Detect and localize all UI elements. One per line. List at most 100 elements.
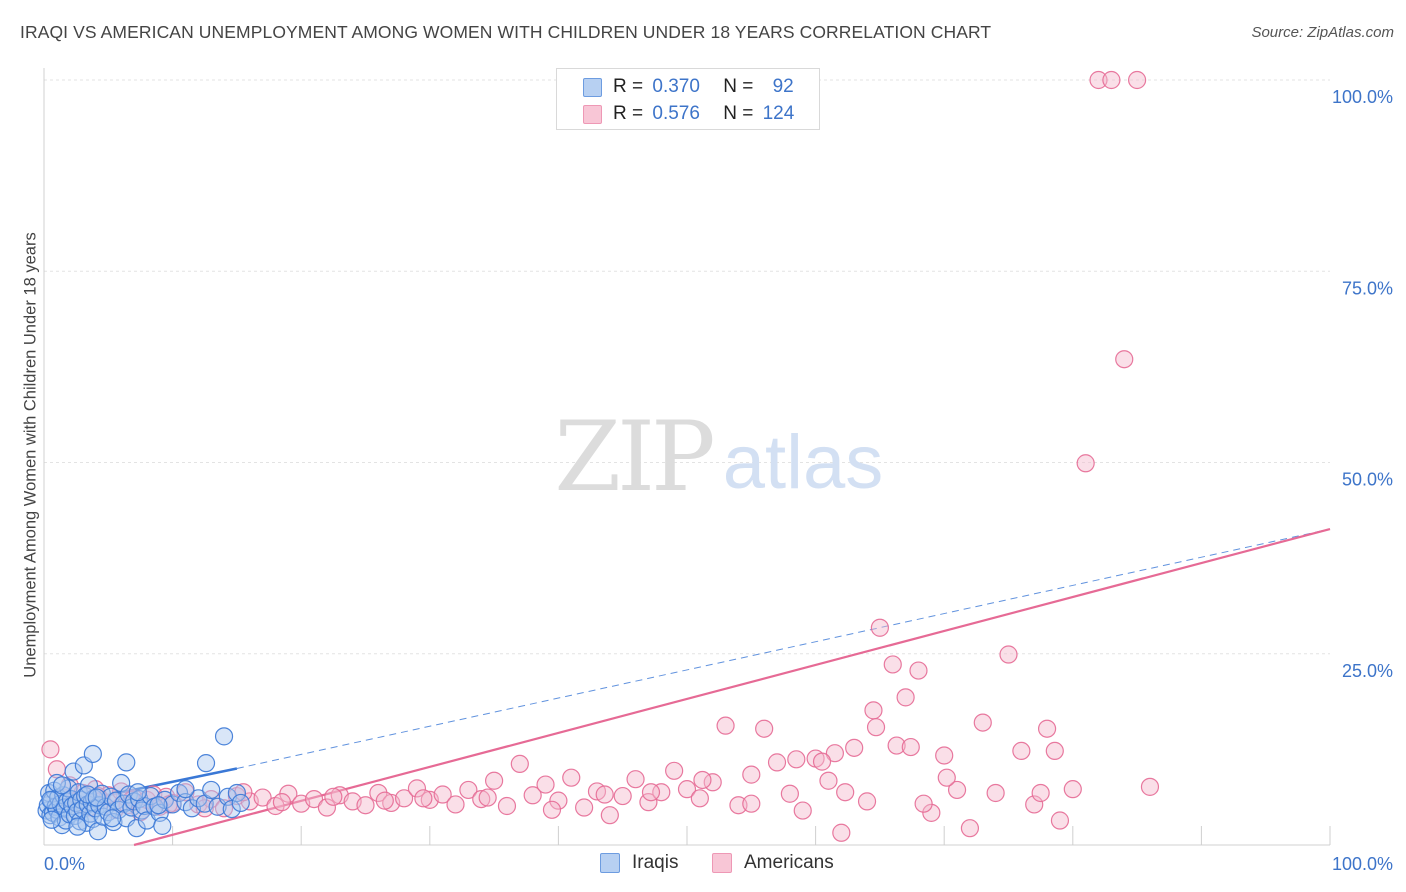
american-point [523,786,542,805]
american-point [887,736,906,755]
iraqi-point [52,776,72,795]
american-point [478,788,497,807]
american-point [1050,811,1070,830]
american-point [562,768,581,787]
american-point [536,775,555,794]
american-point [459,780,478,800]
american-point [433,785,452,804]
american-point [41,740,60,759]
watermark-zip: ZIP [554,401,713,513]
american-point [214,799,234,818]
american-point [693,770,712,790]
legend-r-value: 0.576 [652,103,700,124]
american-point [414,789,433,808]
x-tick-label: 100.0% [1332,854,1393,874]
american-point [836,783,855,802]
iraqi-point [64,762,83,781]
stats-legend: R = 0.370 N = 92 R = 0.576 N = 124 [556,68,820,130]
y-tick-label: 25.0% [1342,661,1393,681]
iraqi-point [202,780,221,800]
american-point [1076,454,1095,473]
legend-r-label: R = [613,76,644,97]
american-point [716,716,735,735]
american-point [896,688,915,707]
american-point [690,789,709,808]
legend-label-iraqis: Iraqis [632,852,679,873]
american-point [857,792,877,811]
american-point [1127,70,1147,90]
american-point [595,785,614,804]
y-tick-label: 50.0% [1342,470,1393,490]
american-point [832,823,851,842]
american-point [914,794,933,813]
iraqi-point [41,790,60,809]
watermark: ZIP atlas [554,401,883,513]
iraqi-point [68,817,87,836]
legend-n-label: N = [723,76,754,97]
iraqi-points [37,727,250,841]
american-point [1025,795,1044,814]
american-point [1102,70,1121,90]
legend-swatch-iraqis [583,78,602,97]
american-point [742,794,761,813]
legend-n-value: 92 [772,76,794,97]
american-point [677,780,697,799]
iraqi-point [42,810,61,829]
american-point [317,798,337,817]
american-point [870,618,890,637]
iraqi-point [176,780,195,799]
american-point [883,655,902,674]
american-point [472,789,491,809]
american-point [825,744,844,763]
american-point [901,737,920,757]
american-point [845,738,864,757]
legend-swatch-americans [712,853,732,873]
american-point [812,752,832,771]
y-tick-label: 100.0% [1332,87,1393,107]
american-point [1063,780,1082,799]
american-point [665,761,684,780]
series-legend: Iraqis Americans [0,850,1406,880]
american-point [1012,741,1031,761]
american-point [864,701,883,720]
american-point [986,783,1005,803]
american-point [780,784,799,803]
american-point [1115,350,1134,369]
american-point [973,713,992,732]
american-point [497,796,517,816]
american-point [947,780,967,800]
iraqi-point [227,783,246,803]
source-note: Source: ZipAtlas.com [1251,24,1394,41]
american-point [253,788,272,807]
american-point [1045,741,1064,761]
american-point [613,786,632,806]
american-point [767,753,787,772]
american-point [304,789,324,809]
american-point [446,795,465,814]
american-point [937,768,956,787]
iraqi-point [222,799,241,819]
iraqi-point [87,788,106,807]
american-point [542,800,562,819]
american-point [1140,777,1160,796]
american-point [356,796,375,815]
iraqi-point [231,793,250,813]
iraqi-point [83,744,102,764]
american-point [909,661,928,680]
y-tick-label: 75.0% [1342,278,1393,298]
american-point [407,779,427,798]
tick-labels: 25.0% 50.0% 75.0% 100.0% 0.0% 100.0% [44,87,1393,874]
american-point [742,765,761,784]
grid-lines [44,79,1330,655]
american-point [922,803,941,822]
legend-swatch-iraqis [600,853,620,873]
legend-label-americans: Americans [744,852,834,873]
axis-ticks [43,68,1331,846]
american-point [1089,70,1108,90]
american-point [1031,783,1050,803]
american-point [819,771,838,790]
american-point [600,806,619,825]
american-point [510,754,529,774]
american-point [394,789,414,808]
